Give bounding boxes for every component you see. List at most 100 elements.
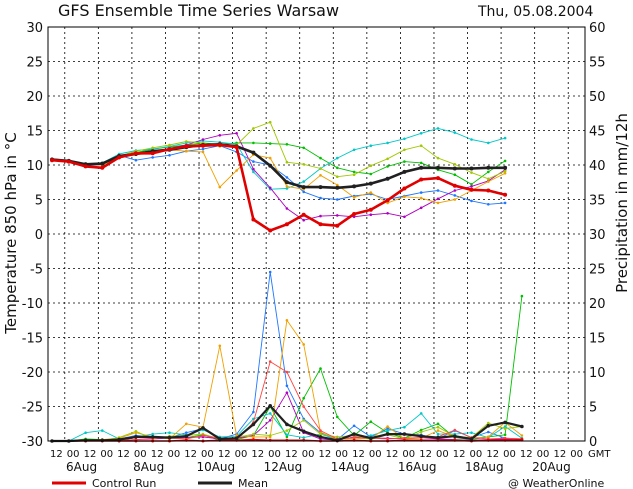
temp-member-1-point <box>285 176 289 179</box>
temp-control-point <box>402 186 407 191</box>
temp-member-2-point <box>268 142 272 145</box>
precip-member-6-point <box>419 430 423 434</box>
temp-member-1-point <box>453 194 457 197</box>
temp-member-6-point <box>252 127 255 130</box>
precip-mean-point <box>503 420 507 425</box>
x-date-label: 6Aug <box>66 460 97 474</box>
y-axis-label-left: Temperature 850 hPa in °C <box>2 132 20 334</box>
temp-control-point <box>318 222 323 227</box>
temp-member-5-point <box>285 185 289 188</box>
y2-tick-label: 25 <box>589 263 606 278</box>
temp-control-point <box>150 151 155 156</box>
temp-member-5-point <box>403 195 406 198</box>
temp-member-4-point <box>201 138 205 141</box>
temp-mean-point <box>419 165 424 170</box>
precip-member-3-point <box>386 429 389 432</box>
precip-mean-point <box>268 404 273 408</box>
precip-member-3-point <box>503 425 507 428</box>
precip-member-5-point <box>285 319 289 322</box>
precip-member-2-point <box>336 415 339 419</box>
precip-member-7-point <box>386 437 389 441</box>
precip-mean-point <box>150 435 155 439</box>
temp-member-1-point <box>336 198 339 201</box>
precip-member-5-point <box>218 344 222 348</box>
x-hour-label: 00 <box>235 449 248 460</box>
precip-member-2-point <box>419 428 423 432</box>
temp-member-3-point <box>436 127 440 130</box>
precip-mean-point <box>369 436 373 441</box>
precip-mean-point <box>83 438 88 443</box>
precip-member-2-point <box>369 420 373 424</box>
x-hour-label: 00 <box>134 449 147 460</box>
temp-mean-point <box>385 176 390 181</box>
precip-member-6-point <box>252 432 255 436</box>
temp-member-6-point <box>470 171 473 174</box>
temp-control-point <box>503 192 508 197</box>
y-tick-labels: 302520151050-5-10-15-20-25-3060555045403… <box>22 21 606 450</box>
y2-tick-label: 0 <box>589 435 597 450</box>
temp-member-3-point <box>252 170 255 174</box>
precip-mean-point <box>486 424 491 428</box>
precip-member-3-point <box>470 431 473 435</box>
temp-member-6-point <box>185 140 188 143</box>
temp-member-1-point <box>470 199 473 203</box>
x-tick-labels: 12 00 12 00 12 00 12 00 12 00 12 00 12 00 12 00 12 00 12 00… <box>50 449 583 474</box>
precip-mean-point <box>453 434 457 439</box>
precip-mean-point <box>234 436 239 441</box>
y-tick-label: -15 <box>22 332 43 347</box>
temp-control-point <box>301 212 306 217</box>
x-hour-label: 12 <box>218 449 231 460</box>
temp-mean-point <box>251 150 256 155</box>
chart-title: GFS Ensemble Time Series Warsaw <box>58 1 339 20</box>
temp-member-6-point <box>268 120 272 124</box>
precip-member-6-point <box>336 435 339 439</box>
temp-member-2-point <box>386 165 389 168</box>
precip-control-point <box>251 438 255 442</box>
precip-member-1-point <box>285 384 289 388</box>
precip-member-2-point <box>302 396 306 400</box>
precip-member-5-point <box>386 425 389 428</box>
temp-member-4-point <box>235 132 238 135</box>
x-hour-label: 00 <box>436 449 449 460</box>
temp-control-point <box>50 158 54 163</box>
x-hour-label: 00 <box>369 449 382 460</box>
precip-member-5-point <box>252 435 255 439</box>
temp-control-point <box>201 143 205 148</box>
x-hour-label: 12 <box>352 449 365 460</box>
precip-member-6-point <box>503 427 507 430</box>
precip-mean-point <box>285 422 289 427</box>
x-date-label: 20Aug <box>532 460 571 474</box>
temp-control-point <box>133 151 138 156</box>
x-date-label: 10Aug <box>196 460 235 474</box>
temp-control-point <box>436 176 440 181</box>
temp-member-1-point <box>503 201 507 205</box>
precip-member-1 <box>50 270 524 443</box>
x-hour-label: 00 <box>201 449 214 460</box>
x-hour-label: 00 <box>167 449 180 460</box>
precip-member-5-point <box>436 429 440 432</box>
y2-tick-label: 50 <box>589 90 606 105</box>
temp-control-point <box>83 164 88 169</box>
temp-member-6-point <box>403 148 406 152</box>
precip-member-7-point <box>403 436 406 440</box>
temp-control-point <box>452 183 457 188</box>
temp-member-5-point <box>487 180 490 183</box>
precip-mean-point <box>318 435 323 439</box>
x-hour-label: 12 <box>419 449 432 460</box>
temp-mean-point <box>301 185 306 190</box>
precip-mean-point <box>301 429 306 434</box>
credit: @ WeatherOnline <box>508 477 605 489</box>
temp-member-1-point <box>168 154 171 157</box>
temp-control-point <box>184 144 189 149</box>
precip-member-7-point <box>352 436 356 439</box>
precip-member-7-point <box>319 429 322 432</box>
legend: Control Run Mean @ WeatherOnline <box>52 477 605 489</box>
precip-member-5-point <box>302 343 306 346</box>
temp-member-2-point <box>302 146 306 150</box>
precip-member-6-point <box>134 430 138 433</box>
temp-member-5-point <box>352 196 356 199</box>
precip-member-2-point <box>436 422 440 426</box>
precip-member-1-point <box>487 430 490 434</box>
temp-control-point <box>100 165 105 170</box>
